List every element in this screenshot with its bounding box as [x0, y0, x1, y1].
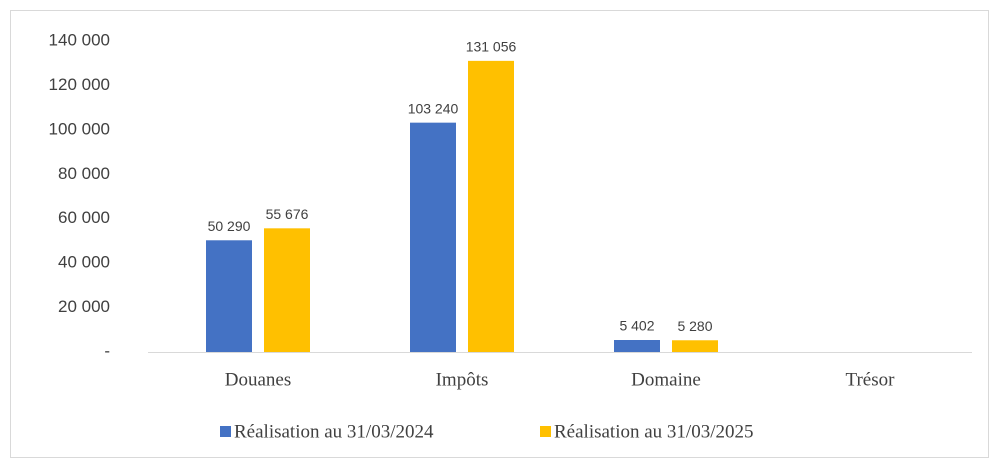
y-tick-label: -	[104, 341, 110, 360]
x-tick-label: Trésor	[846, 369, 896, 390]
bar	[264, 228, 310, 352]
legend-swatch	[540, 426, 551, 437]
bar	[468, 60, 514, 352]
data-label: 5 402	[619, 318, 654, 334]
bar	[614, 339, 660, 352]
y-tick-label: 100 000	[49, 119, 110, 138]
x-tick-label: Domaine	[631, 369, 701, 390]
legend-label: Réalisation au 31/03/2025	[554, 421, 753, 442]
bar	[672, 340, 718, 352]
y-tick-label: 20 000	[58, 297, 110, 316]
data-label: 103 240	[408, 100, 459, 116]
y-tick-label: 40 000	[58, 253, 110, 272]
x-tick-label: Impôts	[436, 369, 489, 390]
y-tick-label: 140 000	[49, 30, 110, 49]
legend-swatch	[220, 426, 231, 437]
data-label: 131 056	[466, 39, 517, 55]
data-label: 55 676	[266, 206, 309, 222]
data-label: 5 280	[677, 318, 712, 334]
data-label: 50 290	[208, 218, 251, 234]
y-tick-label: 60 000	[58, 208, 110, 227]
bar	[410, 122, 456, 352]
y-tick-label: 120 000	[49, 75, 110, 94]
bar	[206, 240, 252, 352]
x-tick-label: Douanes	[225, 369, 291, 390]
y-tick-label: 80 000	[58, 164, 110, 183]
legend-label: Réalisation au 31/03/2024	[234, 421, 434, 442]
